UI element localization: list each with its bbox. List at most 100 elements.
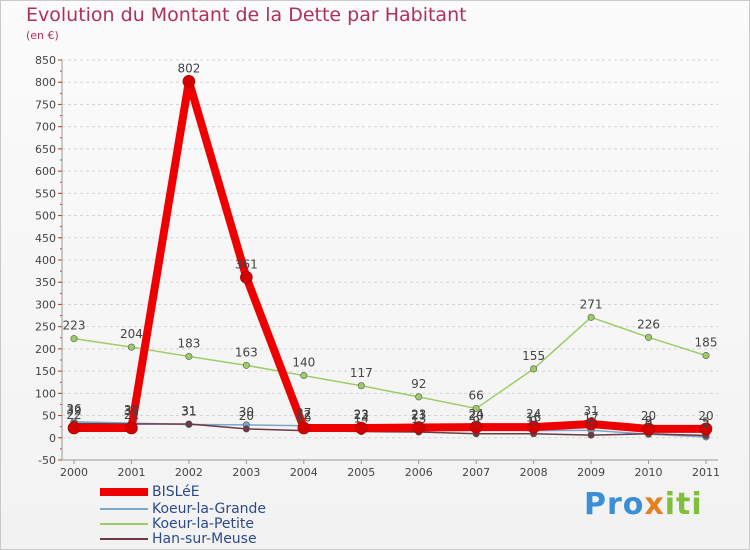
data-label: 31 — [583, 404, 598, 418]
data-label: 8 — [645, 414, 653, 428]
data-label: 31 — [181, 404, 196, 418]
data-label: 22 — [124, 408, 139, 422]
data-label: 23 — [411, 408, 426, 422]
series-point — [242, 425, 250, 433]
data-label: 21 — [411, 408, 426, 422]
series-point — [699, 422, 713, 436]
data-label: 204 — [120, 327, 143, 341]
data-label: 2 — [702, 417, 710, 431]
data-label: 117 — [350, 366, 373, 380]
data-label: 66 — [469, 388, 484, 402]
legend-item-koeur-la-petite: Koeur-la-Petite — [100, 515, 255, 532]
data-label: 30 — [239, 405, 254, 419]
series-point — [415, 393, 423, 401]
data-label: 226 — [637, 317, 660, 331]
legend-label: Han-sur-Meuse — [152, 530, 257, 547]
y-tick-label: 300 — [35, 298, 56, 311]
data-label: 20 — [641, 409, 656, 423]
y-tick-label: 700 — [35, 121, 56, 134]
legend-swatch — [100, 537, 148, 540]
data-label: 271 — [580, 297, 603, 311]
data-label: 16 — [526, 411, 541, 425]
data-label: 20 — [698, 409, 713, 423]
data-label: 31 — [124, 404, 139, 418]
logo-part: Pro — [584, 487, 645, 522]
y-tick-label: 800 — [35, 76, 56, 89]
series-point — [412, 421, 426, 434]
series-point — [530, 365, 538, 373]
y-tick-label: 100 — [35, 387, 56, 400]
x-tick-label: 2010 — [635, 466, 663, 479]
proxiti-logo: Proxiti — [584, 487, 703, 522]
series-point — [242, 361, 250, 369]
chart-subtitle: (en €) — [26, 29, 59, 42]
series-point — [587, 431, 595, 439]
data-label: 24 — [526, 407, 541, 421]
y-tick-label: 450 — [35, 232, 56, 245]
y-tick-label: 750 — [35, 98, 56, 111]
data-label: 163 — [235, 345, 258, 359]
x-tick-label: 2009 — [577, 466, 605, 479]
series-line-3 — [70, 77, 710, 433]
series-point — [185, 352, 193, 360]
logo-part: iti — [664, 487, 703, 522]
data-label: 24 — [469, 407, 484, 421]
data-label: 361 — [235, 257, 258, 271]
series-point — [587, 313, 595, 321]
y-tick-label: 850 — [35, 54, 56, 67]
x-tick-label: 2000 — [60, 466, 88, 479]
series-point — [527, 420, 540, 434]
data-label: 22 — [66, 408, 81, 422]
y-tick-label: 150 — [35, 365, 56, 378]
series-point — [297, 421, 311, 435]
data-label: 33 — [124, 403, 139, 417]
y-tick-label: 200 — [35, 343, 56, 356]
series-point — [125, 421, 138, 435]
data-label: 185 — [695, 336, 718, 350]
data-label: 20 — [239, 409, 254, 423]
data-label: 17 — [583, 410, 598, 424]
data-label: 9 — [530, 414, 538, 428]
x-tick-label: 2011 — [692, 466, 720, 479]
y-tick-label: 50 — [42, 410, 56, 423]
legend-label: BISLéE — [152, 483, 200, 500]
x-tick-label: 2002 — [175, 466, 203, 479]
data-label: 23 — [354, 408, 369, 422]
series-point — [642, 422, 655, 436]
data-label: 16 — [296, 411, 311, 425]
series-point — [357, 382, 365, 390]
data-label: 13 — [411, 412, 426, 426]
data-label: 155 — [522, 349, 545, 363]
data-label: 22 — [296, 408, 311, 422]
data-label: 183 — [177, 336, 200, 350]
data-label: 9 — [645, 414, 653, 428]
series-point — [300, 372, 308, 380]
data-label: 223 — [63, 319, 86, 333]
x-tick-label: 2004 — [290, 466, 318, 479]
data-label: 802 — [177, 61, 200, 75]
legend-item-han-sur-meuse: Han-sur-Meuse — [100, 530, 257, 547]
series-point — [182, 75, 196, 88]
series-point — [354, 421, 368, 435]
x-tick-label: 2007 — [462, 466, 490, 479]
data-label: 31 — [181, 404, 196, 418]
series-point — [469, 420, 483, 434]
legend-item-bislee: BISLéE — [100, 483, 200, 500]
legend-item-koeur-la-grande: Koeur-la-Grande — [100, 501, 266, 517]
y-tick-label: 400 — [35, 254, 56, 267]
data-label: 22 — [354, 408, 369, 422]
data-label: 5 — [702, 416, 710, 430]
x-tick-label: 2005 — [347, 466, 375, 479]
legend-swatch — [100, 487, 148, 496]
logo-part: x — [644, 487, 665, 522]
x-tick-label: 2001 — [117, 466, 145, 479]
legend-label: Koeur-la-Petite — [152, 515, 255, 532]
y-tick-label: 0 — [49, 432, 56, 445]
x-tick-label: 2006 — [405, 466, 433, 479]
legend-swatch — [100, 507, 148, 510]
series-point — [127, 343, 135, 351]
y-tick-label: 250 — [35, 321, 56, 334]
series-point — [240, 271, 253, 284]
series-line-0 — [73, 316, 707, 410]
